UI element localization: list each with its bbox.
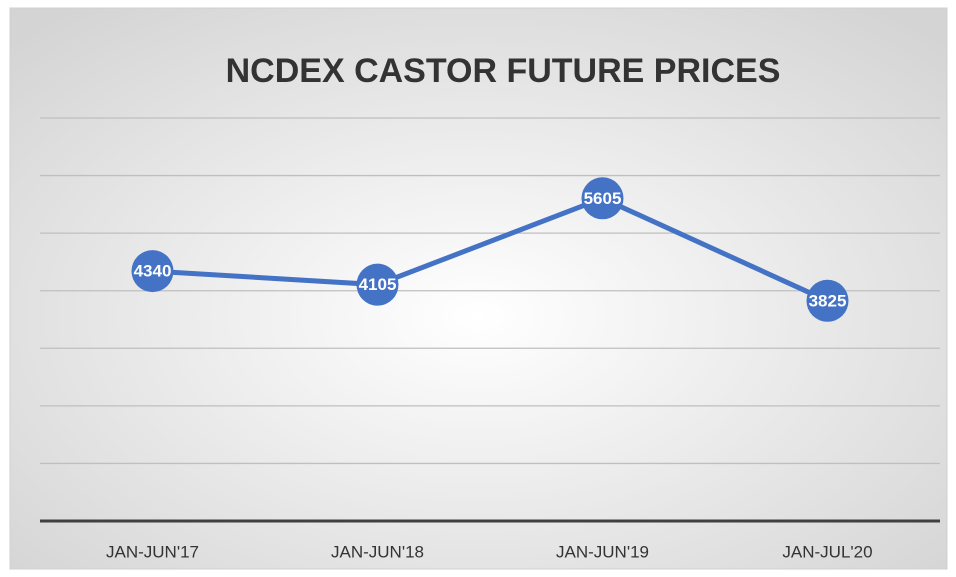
- point-marker: [806, 279, 849, 322]
- point-marker: [131, 250, 174, 293]
- data-label: 5605: [584, 189, 622, 208]
- x-tick-label: JAN-JUN'18: [331, 542, 424, 561]
- line-series: [152, 195, 829, 304]
- chart-area: [9, 7, 948, 570]
- point-marker: [356, 263, 399, 306]
- data-label: 3825: [809, 291, 847, 310]
- data-label: 4340: [134, 262, 172, 281]
- point-marker: [581, 177, 624, 220]
- x-tick-label: JAN-JUN'17: [106, 542, 199, 561]
- x-tick-label: JAN-JUN'19: [556, 542, 649, 561]
- x-tick-label: JAN-JUL'20: [782, 542, 872, 561]
- chart-title: NCDEX CASTOR FUTURE PRICES: [226, 52, 781, 90]
- data-label: 4105: [359, 275, 397, 294]
